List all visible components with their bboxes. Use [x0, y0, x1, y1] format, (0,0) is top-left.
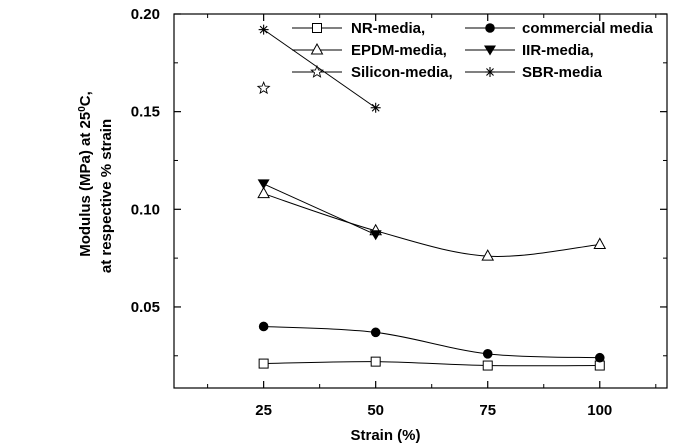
- legend-marker: [310, 64, 324, 78]
- y-axis-title-line2: at respective % strain: [98, 119, 115, 273]
- legend-entry: commercial media: [465, 20, 654, 37]
- legend-marker: [484, 45, 496, 56]
- x-tick-label: 75: [479, 402, 496, 419]
- series-iir-media: [257, 179, 382, 241]
- series-epdm-media: [257, 186, 607, 261]
- y-axis-title-text: Modulus (MPa) at 25: [77, 112, 94, 257]
- data-point: [258, 358, 269, 369]
- data-point: [593, 237, 607, 249]
- plot-frame: [173, 13, 668, 389]
- circle-marker: [594, 352, 605, 363]
- series-line: [263, 361, 600, 367]
- legend-marker: [485, 67, 495, 77]
- circle-marker: [485, 23, 495, 33]
- legend-marker: [485, 23, 495, 33]
- star-marker: [256, 80, 271, 95]
- y-axis-title-degree: 0: [77, 106, 88, 112]
- circle-marker: [258, 321, 269, 332]
- data-point: [258, 321, 269, 332]
- triangle-down-marker: [484, 45, 496, 56]
- data-point: [256, 80, 271, 95]
- legend-entry: SBR-media: [465, 64, 603, 81]
- y-tick-label: 0.05: [131, 299, 160, 316]
- square-marker: [482, 360, 493, 371]
- x-tick-label: 100: [587, 402, 612, 419]
- legend-label: Silicon-media,: [351, 64, 453, 81]
- square-marker: [370, 356, 381, 367]
- x-tick-label: 50: [367, 402, 384, 419]
- data-point: [257, 179, 270, 190]
- y-tick-label: 0.20: [131, 6, 160, 23]
- y-axis-title-unit: C,: [77, 91, 94, 106]
- legend-marker: [310, 42, 324, 55]
- asterisk-stroke: [486, 68, 494, 76]
- data-point: [370, 102, 381, 113]
- y-axis-title-line1: Modulus (MPa) at 250C,: [77, 91, 95, 257]
- series-line: [263, 183, 376, 236]
- series-line: [263, 29, 376, 109]
- series-sbr-media: [258, 24, 381, 113]
- legend-entry: IIR-media,: [465, 42, 594, 59]
- legend-entry: EPDM-media,: [292, 42, 447, 59]
- data-point: [370, 356, 381, 367]
- x-axis-title: Strain (%): [350, 427, 420, 444]
- x-tick-label: 25: [255, 402, 272, 419]
- square-marker: [312, 23, 322, 33]
- series-silicon-media: [256, 80, 271, 95]
- data-point: [258, 24, 269, 35]
- legend-label: NR-media,: [351, 20, 425, 37]
- circle-marker: [370, 327, 381, 338]
- circle-marker: [482, 349, 493, 359]
- legend-marker: [312, 23, 322, 33]
- legend-label: EPDM-media,: [351, 42, 447, 59]
- data-point: [481, 249, 495, 261]
- star-marker: [310, 64, 324, 78]
- triangle-marker: [310, 42, 324, 55]
- y-tick-label: 0.10: [131, 201, 160, 218]
- data-point: [257, 186, 270, 199]
- data-point: [482, 360, 493, 371]
- legend-label: commercial media: [522, 20, 654, 37]
- legend-entry: Silicon-media,: [292, 64, 453, 81]
- data-point: [370, 327, 381, 338]
- square-marker: [258, 358, 269, 369]
- series-nr-media: [258, 356, 605, 371]
- legend-label: IIR-media,: [522, 42, 594, 59]
- data-point: [369, 230, 382, 241]
- series-line: [263, 193, 600, 257]
- data-point: [594, 352, 605, 363]
- series-commercial-media: [258, 321, 605, 363]
- triangle-marker: [593, 237, 607, 249]
- y-tick-label: 0.15: [131, 104, 160, 121]
- legend-label: SBR-media: [522, 64, 603, 81]
- series-line: [263, 325, 600, 359]
- legend-entry: NR-media,: [292, 20, 425, 37]
- triangle-marker: [257, 186, 270, 199]
- triangle-down-marker: [257, 179, 270, 190]
- asterisk-stroke: [371, 103, 380, 112]
- data-point: [482, 349, 493, 359]
- asterisk-stroke: [259, 25, 268, 34]
- triangle-down-marker: [369, 230, 382, 241]
- triangle-marker: [481, 249, 495, 261]
